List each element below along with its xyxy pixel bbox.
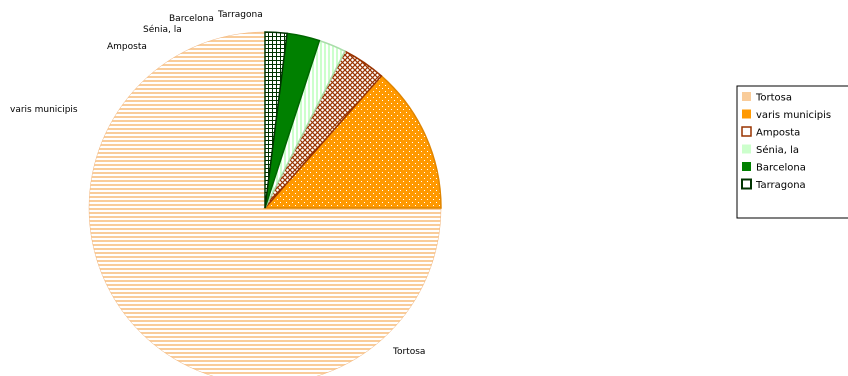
slice-label: Barcelona bbox=[169, 14, 214, 24]
chart-legend: Tortosa varis municipis Amposta Sénia, la Ba… bbox=[737, 86, 848, 218]
legend-swatch bbox=[742, 110, 751, 119]
slice-label: Sénia, la bbox=[143, 24, 182, 35]
legend-swatch bbox=[742, 92, 751, 101]
legend-swatch bbox=[742, 162, 751, 171]
legend-swatch bbox=[742, 145, 751, 154]
legend-label: varis municipis bbox=[756, 110, 831, 121]
legend-label: Tortosa bbox=[755, 93, 792, 104]
legend-swatch bbox=[742, 180, 751, 189]
slice-label: Tarragona bbox=[217, 10, 263, 20]
legend-label: Amposta bbox=[756, 128, 800, 139]
legend-label: Sénia, la bbox=[756, 144, 799, 156]
legend-swatch bbox=[742, 127, 751, 136]
legend-item: varis municipis bbox=[742, 110, 831, 122]
slice-label: varis municipis bbox=[10, 105, 78, 115]
slice-label: Tortosa bbox=[392, 347, 425, 357]
legend-item: Tarragona bbox=[742, 180, 806, 192]
legend-label: Tarragona bbox=[755, 180, 806, 191]
pie-slices bbox=[89, 32, 441, 376]
legend-label: Barcelona bbox=[756, 163, 806, 174]
slice-label: Amposta bbox=[107, 42, 147, 52]
